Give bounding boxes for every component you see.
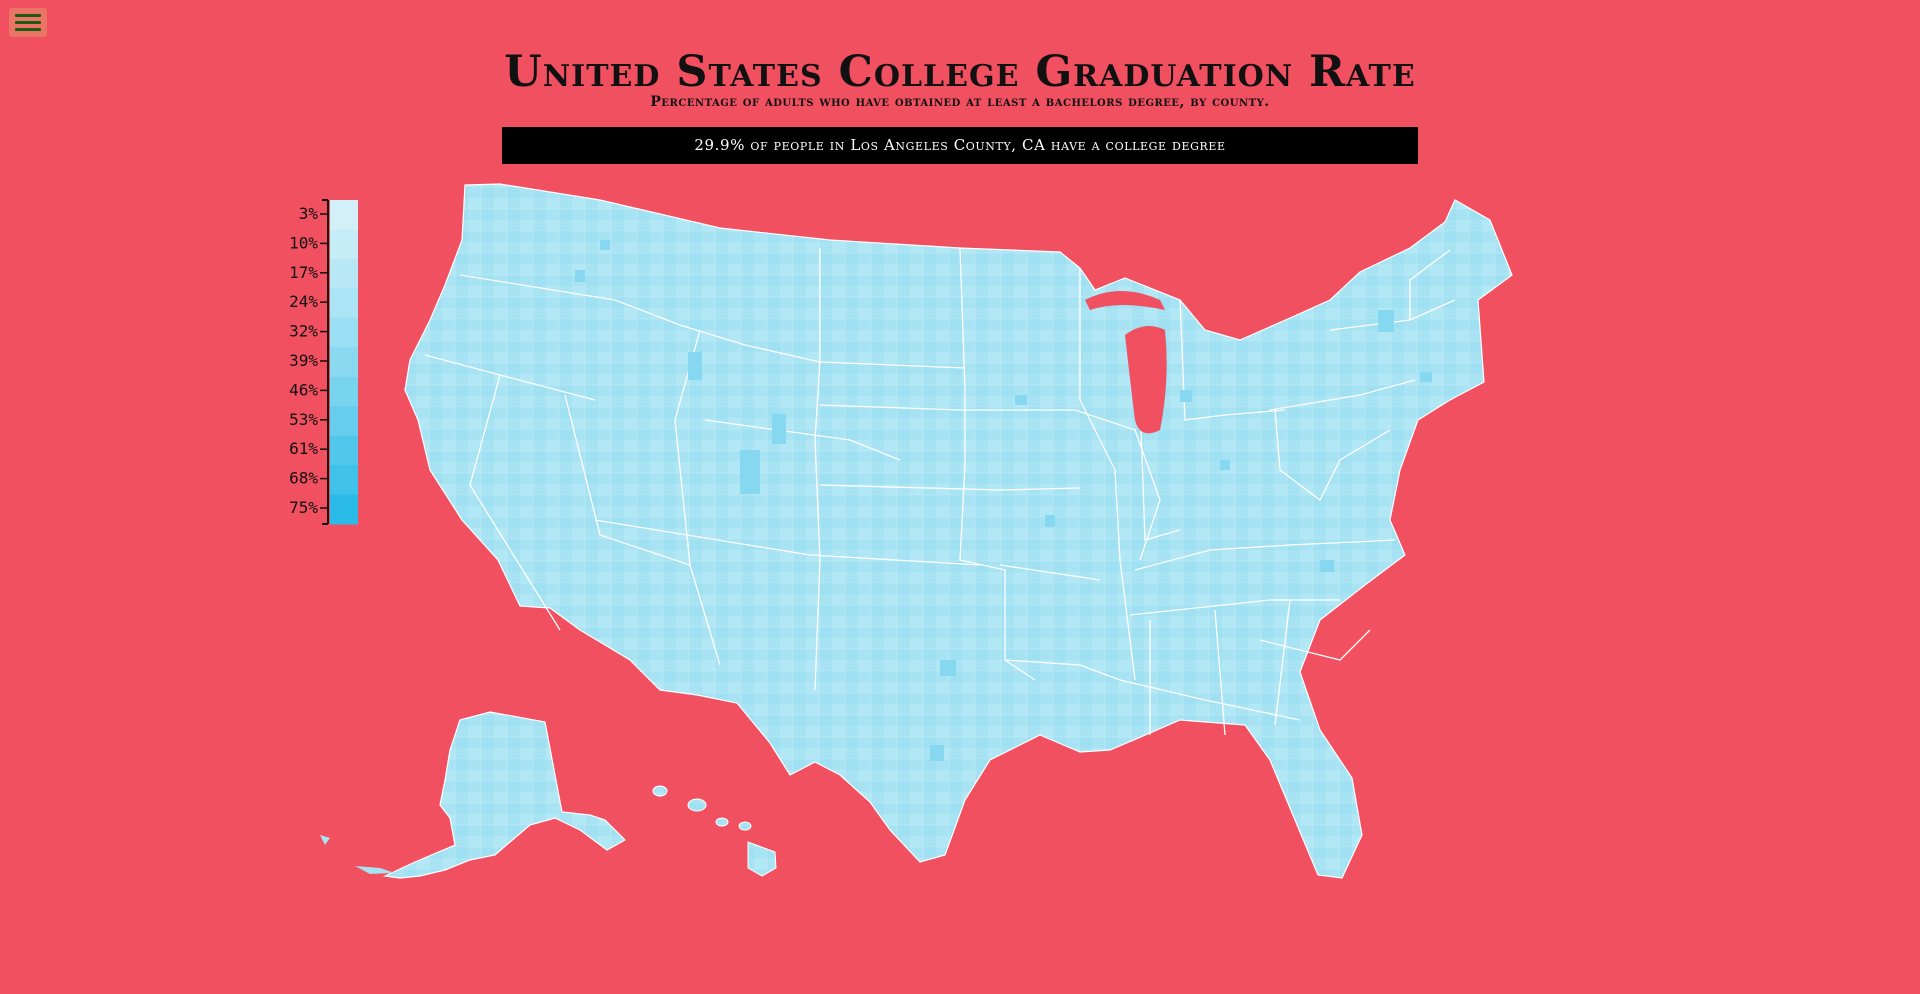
legend-swatch (330, 288, 358, 319)
legend-tick-label: 75% (289, 498, 318, 517)
hover-info-box: 29.9% of people in Los Angeles County, C… (502, 127, 1418, 164)
legend-tick-label: 24% (289, 292, 318, 311)
hawaii-shape[interactable] (652, 785, 777, 877)
legend-swatch (330, 317, 358, 348)
legend-tick-label: 53% (289, 410, 318, 429)
hamburger-icon (15, 14, 41, 17)
legend-swatch (330, 200, 358, 230)
legend-swatch (330, 435, 358, 466)
state-borders (424, 247, 1456, 736)
legend-swatch (330, 406, 358, 437)
legend-swatch (330, 494, 358, 525)
page-subtitle: Percentage of adults who have obtained a… (650, 94, 1270, 110)
county-highlights (575, 240, 1432, 761)
legend-tick-label: 32% (289, 322, 318, 341)
legend-swatch (330, 258, 358, 289)
legend-swatch (330, 465, 358, 496)
legend-swatch (330, 376, 358, 407)
legend-tick-label: 17% (289, 263, 318, 282)
legend-swatches (330, 200, 358, 525)
color-legend: 3% 10% 17% 24% 32% 39% 46% 53% 61% 68% 75% (289, 199, 358, 525)
legend-tick-label: 68% (289, 469, 318, 488)
contiguous-us-shape[interactable] (404, 183, 1513, 879)
legend-swatch (330, 229, 358, 260)
legend-tick-label: 46% (289, 380, 318, 399)
great-lakes (1125, 326, 1167, 434)
legend-tick-label: 10% (289, 233, 318, 252)
menu-button[interactable] (9, 8, 47, 37)
legend-tick-label: 3% (299, 204, 319, 223)
legend-swatch (330, 347, 358, 378)
page-title: United States College Graduation Rate (504, 47, 1416, 97)
legend-tick-label: 39% (289, 351, 318, 370)
legend-ticks: 3% 10% 17% 24% 32% 39% 46% 53% 61% 68% 75% (289, 199, 328, 525)
alaska-shape[interactable] (382, 711, 626, 879)
legend-tick-label: 61% (289, 439, 318, 458)
